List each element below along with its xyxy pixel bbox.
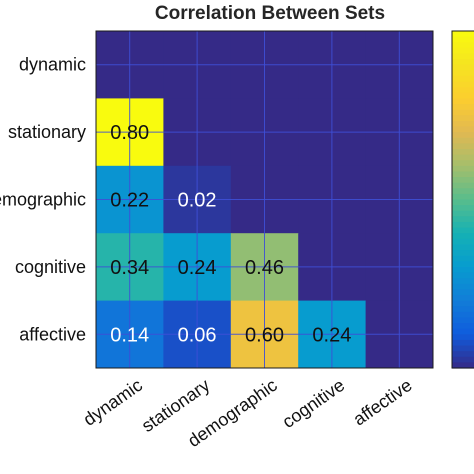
colorbar-segment (452, 199, 474, 206)
colorbar-segment (452, 250, 474, 257)
colorbar-segment (452, 36, 474, 43)
cell-value-label: 0.24 (312, 324, 351, 346)
y-tick-label: emographic (0, 190, 86, 210)
cell-value-label: 0.80 (110, 122, 149, 144)
colorbar-segment (452, 120, 474, 128)
colorbar-segment (452, 272, 474, 279)
colorbar-segment (452, 221, 474, 229)
y-tick-label: affective (19, 324, 86, 344)
colorbar-segment (452, 81, 474, 88)
colorbar-segment (452, 362, 474, 369)
colorbar-segment (452, 104, 474, 111)
colorbar-segment (452, 345, 474, 352)
colorbar-segment (452, 177, 474, 184)
colorbar (451, 30, 474, 369)
colorbar-segment (452, 160, 474, 167)
colorbar-segment (452, 356, 474, 363)
colorbar-segment (452, 70, 474, 77)
colorbar-segment (452, 216, 474, 223)
colorbar-segment (452, 98, 474, 105)
colorbar-segment (452, 126, 474, 133)
colorbar-segment (452, 137, 474, 144)
colorbar-segment (452, 244, 474, 251)
colorbar-segment (452, 210, 474, 217)
heatmap-grid (96, 31, 433, 368)
colorbar-segment (452, 115, 474, 122)
colorbar-segment (452, 31, 474, 38)
colorbar-segment (452, 266, 474, 274)
colorbar-segment (452, 300, 474, 307)
colorbar-segment (452, 59, 474, 66)
cell-value-label: 0.46 (245, 257, 284, 279)
colorbar-segment (452, 311, 474, 319)
x-tick-label: cognitive (279, 375, 349, 432)
x-tick-label: affective (349, 375, 415, 430)
colorbar-segment (452, 323, 474, 330)
colorbar-segment (452, 278, 474, 285)
cell-labels: 0.80 0.22 0.02 0.34 0.24 0.46 0.14 0.06 0.60 0.24 (110, 122, 351, 346)
colorbar-segment (452, 351, 474, 358)
colorbar-segment (452, 64, 474, 71)
colorbar-segment (452, 47, 474, 55)
colorbar-segment (452, 154, 474, 161)
colorbar-segment (452, 233, 474, 240)
colorbar-segment (452, 328, 474, 335)
colorbar-segment (452, 334, 474, 341)
colorbar-segment (452, 165, 474, 173)
colorbar-segment (452, 42, 474, 49)
colorbar-segment (452, 317, 474, 324)
colorbar-segment (452, 306, 474, 313)
colorbar-segment (452, 294, 474, 302)
y-tick-label: dynamic (19, 55, 86, 75)
cell-value-label: 0.34 (110, 257, 149, 279)
cell-value-label: 0.14 (110, 324, 149, 346)
y-tick-labels: dynamic stationary emographic cognitive affe… (0, 55, 86, 345)
colorbar-segment (452, 238, 474, 246)
y-tick-label: stationary (8, 122, 86, 142)
colorbar-segment (452, 143, 474, 150)
colorbar-segment (452, 53, 474, 60)
colorbar-segment (452, 188, 474, 195)
colorbar-segment (452, 255, 474, 262)
cell-value-label: 0.06 (178, 324, 217, 346)
colorbar-segment (452, 132, 474, 139)
plot-border (95, 30, 434, 369)
colorbar-segment (452, 283, 474, 290)
colorbar-segment (452, 339, 474, 347)
x-tick-label: dynamic (80, 375, 146, 430)
cell-value-label: 0.24 (178, 257, 217, 279)
colorbar-segment (452, 261, 474, 268)
cell-value-label: 0.22 (110, 190, 149, 212)
cell-value-label: 0.60 (245, 324, 284, 346)
colorbar-border (451, 30, 474, 369)
colorbar-segment (452, 75, 474, 83)
colorbar-segment (452, 227, 474, 234)
colorbar-segment (452, 92, 474, 99)
colorbar-segment (452, 182, 474, 189)
colorbar-segment (452, 171, 474, 178)
colorbar-segment (452, 148, 474, 156)
colorbar-segment (452, 193, 474, 201)
cell-value-label: 0.02 (178, 190, 217, 212)
colorbar-segment (452, 87, 474, 94)
colorbar-segment (452, 289, 474, 296)
chart-title: Correlation Between Sets (155, 3, 385, 24)
colorbar-segment (452, 109, 474, 116)
y-tick-label: cognitive (15, 257, 86, 277)
colorbar-segment (452, 205, 474, 212)
